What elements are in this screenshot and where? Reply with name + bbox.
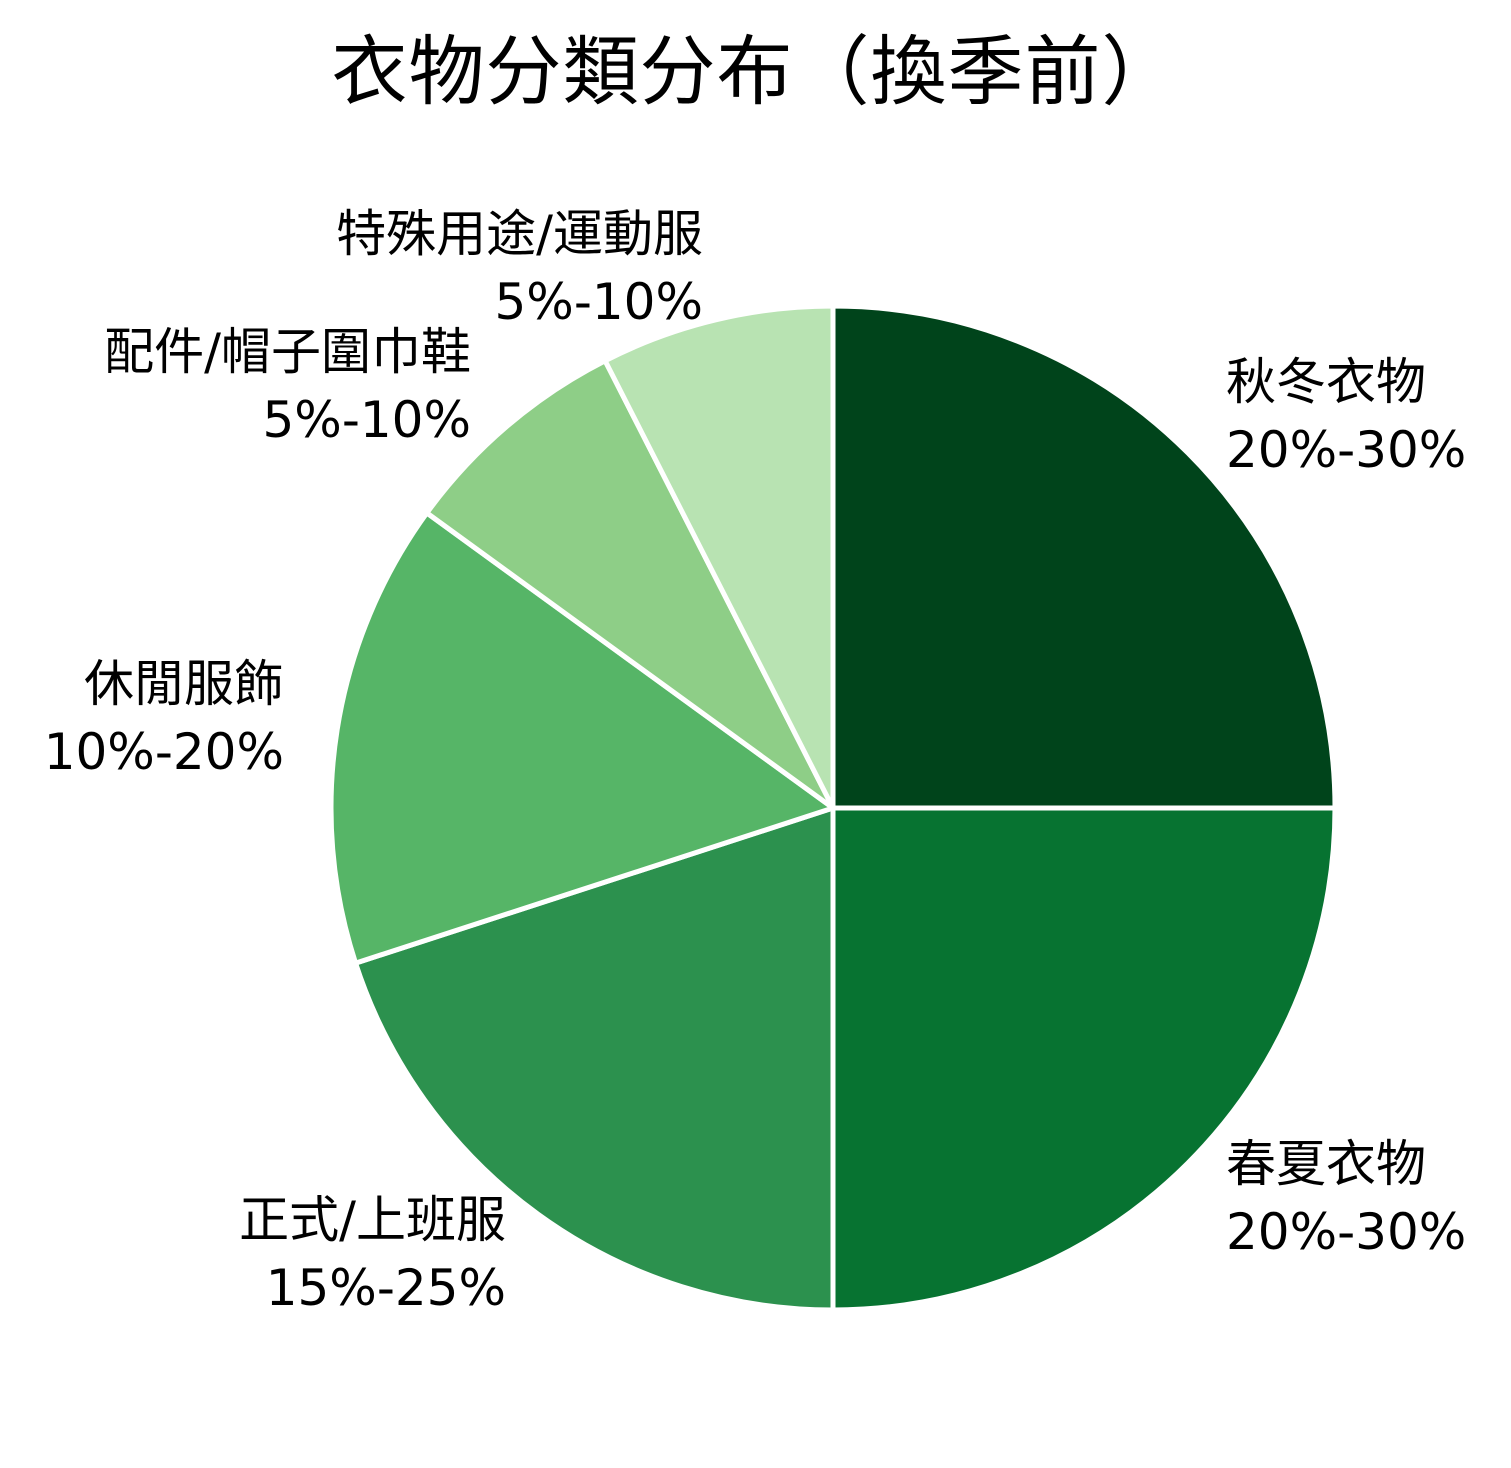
chart-title: 衣物分類分布（換季前） (331, 27, 1179, 116)
slice-label-special-sportswear: 特殊用途/運動服 5%-10% (336, 200, 703, 336)
slice-label-range: 10%-20% (43, 723, 284, 781)
pie-slice (424, 358, 836, 811)
pie-slice (830, 303, 1338, 811)
slice-label-name: 春夏衣物 (1226, 1135, 1426, 1193)
pie-slice (353, 805, 836, 1313)
slice-label-range: 5%-10% (262, 391, 472, 449)
slice-label-range: 20%-30% (1226, 1203, 1467, 1261)
slice-label-name: 正式/上班服 (239, 1191, 506, 1249)
slice-label-range: 5%-10% (494, 273, 704, 331)
slice-label-name: 配件/帽子圍巾鞋 (104, 323, 471, 381)
slice-label-name: 秋冬衣物 (1226, 353, 1426, 411)
pie-slice (328, 510, 836, 966)
slice-label-name: 特殊用途/運動服 (336, 205, 703, 263)
pie-slice (830, 805, 1338, 1313)
slice-label-range: 15%-25% (265, 1259, 506, 1317)
slice-label-autumn-winter: 秋冬衣物 20%-30% (1226, 348, 1466, 484)
slice-label-spring-summer: 春夏衣物 20%-30% (1226, 1130, 1466, 1266)
slice-label-name: 休閒服飾 (84, 655, 284, 713)
slice-label-formal: 正式/上班服 15%-25% (239, 1186, 506, 1322)
slice-label-casual: 休閒服飾 10%-20% (44, 650, 284, 786)
slice-label-range: 20%-30% (1226, 421, 1467, 479)
slice-label-accessories: 配件/帽子圍巾鞋 5%-10% (104, 318, 471, 454)
pie-slice (602, 303, 836, 811)
